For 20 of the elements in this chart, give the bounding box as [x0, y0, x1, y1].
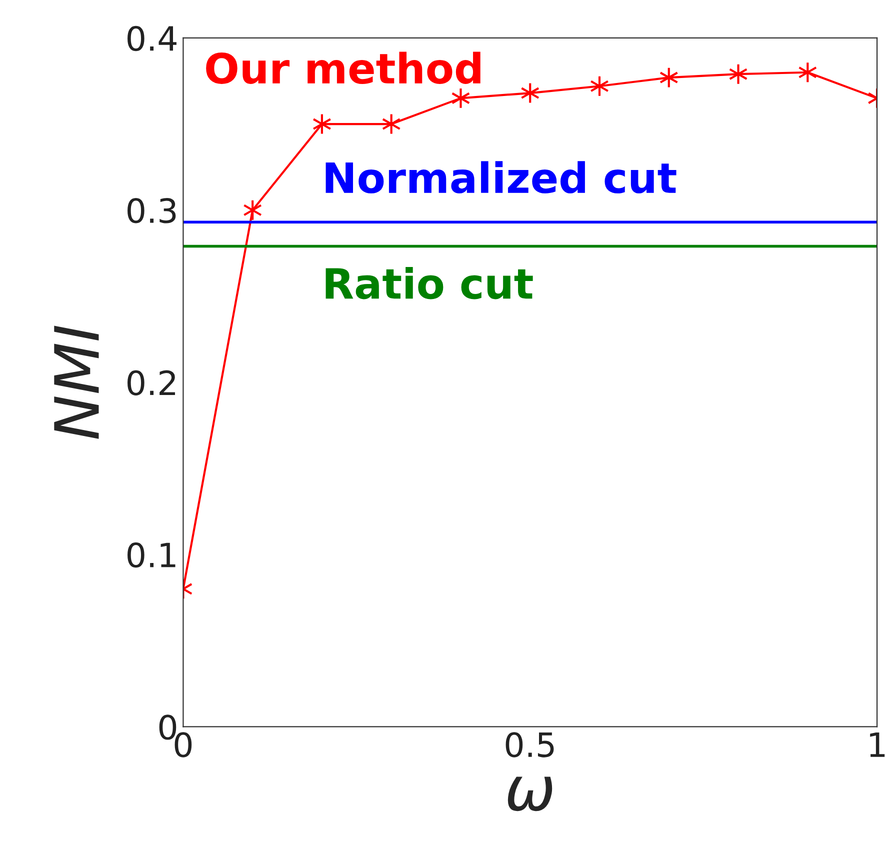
y-tick-label: 0.4: [128, 26, 176, 52]
point: [520, 82, 540, 104]
point: [659, 66, 678, 88]
point: [728, 63, 748, 85]
y-axis-title: NMI: [54, 326, 99, 439]
series-label: Our method: [206, 52, 480, 84]
x-tick-label: 0.5: [506, 732, 554, 758]
y-tick-label: 0.1: [128, 542, 176, 568]
ref-line-label: Normalized cut: [326, 161, 676, 194]
x-tick-label: 1: [870, 732, 885, 757]
y-tick-label: 0.2: [128, 370, 175, 396]
point: [243, 199, 262, 221]
y-tick-label: 0: [159, 714, 176, 740]
x-tick-label: 0: [174, 732, 192, 758]
ref-line-label: Ratio cut: [326, 266, 533, 300]
point: [451, 87, 470, 109]
point: [798, 62, 818, 84]
point: [590, 75, 609, 97]
y-tick-label: 0.3: [128, 198, 176, 224]
x-axis-title: ω: [508, 776, 552, 812]
